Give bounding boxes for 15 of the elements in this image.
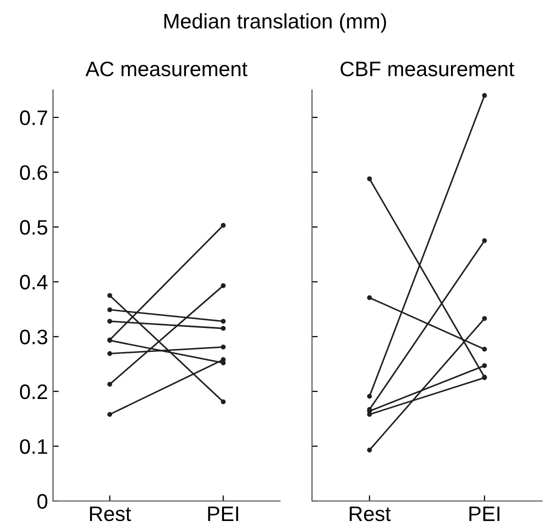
chart-subtitle: CBF measurement	[340, 62, 514, 76]
y-tick-label: 0.4	[20, 274, 48, 290]
y-tick-label: 0.3	[20, 330, 48, 344]
y-tick-label: 0	[37, 494, 48, 509]
y-tick-label: 0.1	[20, 439, 48, 454]
chart-title: Median translation (mm)	[164, 13, 386, 33]
x-tick-label: PEI	[469, 506, 500, 521]
chart-subtitle: AC measurement	[85, 62, 248, 76]
x-tick-label: Rest	[350, 506, 391, 522]
y-tick-label: 0.6	[20, 165, 48, 180]
y-tick-label: 0.5	[20, 220, 48, 235]
x-tick-label: PEI	[208, 506, 238, 521]
y-tick-label: 0.7	[20, 110, 48, 126]
y-tick-label: 0.2	[20, 384, 48, 400]
x-tick-label: Rest	[90, 506, 132, 522]
